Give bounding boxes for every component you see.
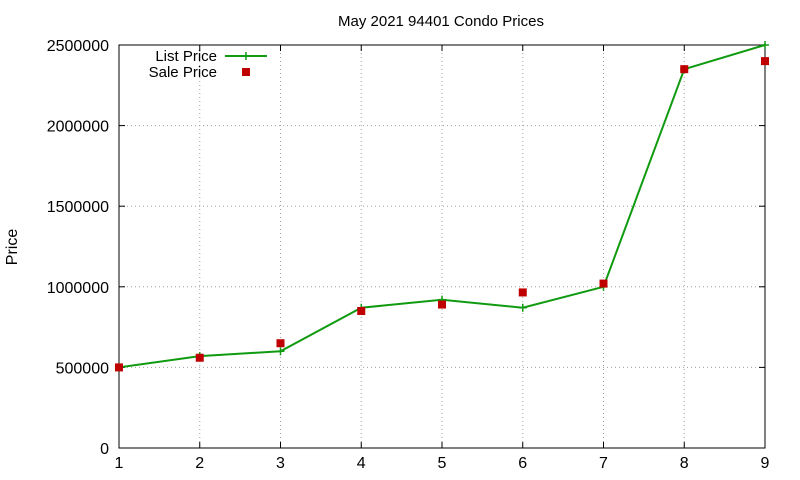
y-tick-label: 2500000 [47,38,109,55]
list-price-point [761,41,769,49]
sale-price-point [195,353,204,362]
x-tick-label: 2 [195,455,204,472]
x-tick-label: 6 [518,455,527,472]
sale-price-point [357,306,366,315]
x-tick-label: 9 [761,455,770,472]
y-axis: 0 500000 1000000 1500000 2000000 2500000 [47,38,765,458]
x-tick-label: 8 [680,455,689,472]
series-1 [115,57,769,372]
x-tick-label: 5 [438,455,447,472]
x-axis: 1 2 3 4 5 6 7 8 9 [115,45,770,472]
y-tick-label: 2000000 [47,119,109,136]
grid-lines [119,45,765,448]
x-tick-label: 7 [599,455,608,472]
legend-label-0: List Price [155,48,217,65]
y-tick-label: 500000 [56,360,109,377]
y-tick-label: 0 [100,441,109,458]
list-price-point [276,347,285,356]
list-price-point [518,303,527,312]
chart-title: May 2021 94401 Condo Prices [338,13,544,30]
x-tick-label: 4 [357,455,366,472]
y-axis-label: Price [4,229,21,266]
sale-price-point [518,288,527,297]
sale-price-point [761,57,769,66]
series-layer [115,41,769,372]
sale-price-point [438,300,446,309]
y-tick-label: 1500000 [47,199,109,216]
sale-price-point [276,339,285,348]
y-tick-label: 1000000 [47,280,109,297]
sale-price-point [599,279,608,288]
sale-price-point [115,363,123,372]
legend-plus-marker [242,52,250,60]
legend-square-marker [242,68,250,76]
legend-label-1: Sale Price [149,64,217,81]
sale-price-point [680,65,689,74]
x-tick-label: 3 [276,455,285,472]
x-tick-label: 1 [115,455,124,472]
